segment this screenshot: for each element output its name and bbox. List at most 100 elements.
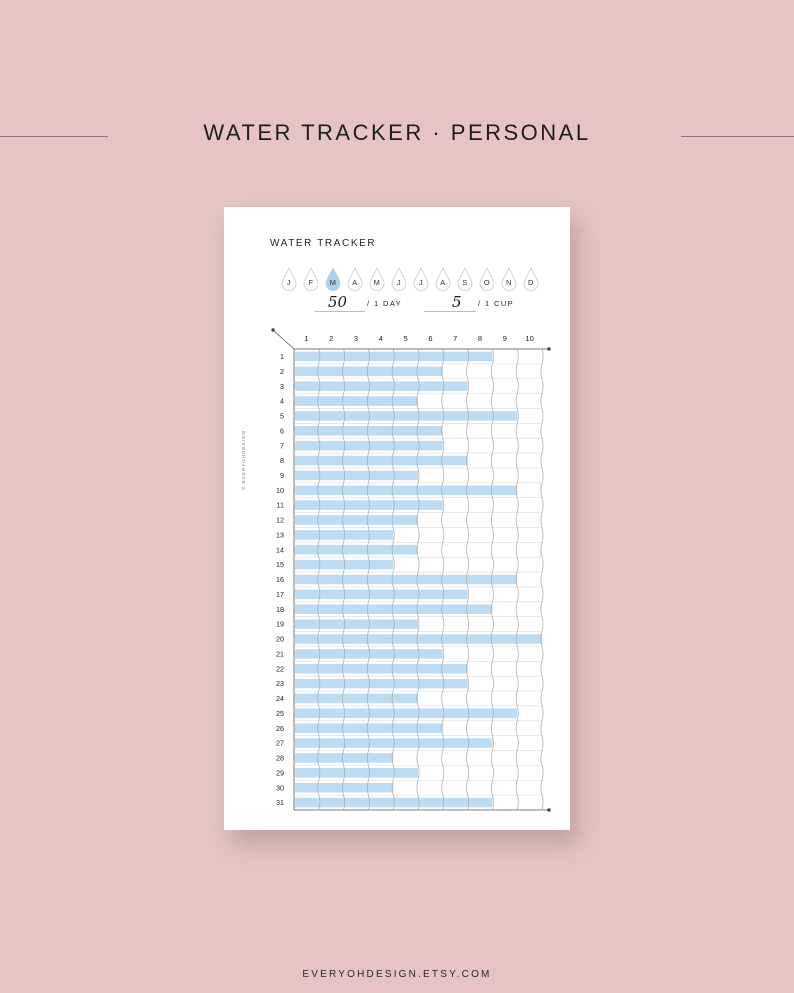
water-drop-icon [523, 267, 539, 291]
month-drop-9[interactable]: S [457, 267, 473, 291]
bar-day-14 [295, 544, 418, 555]
page-title: WATER TRACKER · PERSONAL [203, 120, 591, 145]
day-label: 17 [276, 590, 284, 599]
water-drop-icon [281, 267, 297, 291]
column-label: 3 [354, 334, 358, 343]
day-label: 9 [280, 471, 284, 480]
day-label: 24 [276, 694, 284, 703]
bar-day-22 [295, 663, 468, 674]
water-drop-icon [479, 267, 495, 291]
bar-day-15 [295, 559, 394, 570]
daily-goal-value[interactable]: 50 [328, 293, 348, 311]
month-label: A [440, 278, 446, 287]
day-label: 27 [276, 739, 284, 748]
month-drop-8[interactable]: A [435, 267, 451, 291]
water-drop-icon [325, 267, 341, 291]
day-label: 29 [276, 768, 284, 777]
bar-day-2 [295, 366, 443, 377]
bar-day-10 [295, 485, 518, 496]
day-label: 10 [276, 486, 284, 495]
bar-day-27 [295, 738, 493, 748]
day-label: 11 [277, 501, 284, 510]
cup-size-value[interactable]: 5 [452, 293, 462, 311]
header-rule-left [0, 136, 108, 137]
water-drop-icon [391, 267, 407, 291]
day-label: 7 [280, 441, 284, 450]
column-wave-line [317, 348, 321, 811]
day-label: 31 [276, 798, 284, 807]
month-drop-1[interactable]: J [281, 267, 297, 291]
column-label: 5 [404, 334, 408, 343]
day-label: 6 [280, 426, 284, 435]
column-wave-line [416, 348, 420, 811]
month-drop-10[interactable]: O [479, 267, 495, 291]
month-drop-5[interactable]: M [369, 267, 385, 291]
bar-day-6 [295, 426, 443, 436]
bar-day-16 [295, 574, 518, 585]
month-drop-12[interactable]: D [523, 267, 539, 291]
shop-url: EVERYOHDESIGN.ETSY.COM [302, 969, 492, 980]
month-drop-11[interactable]: N [501, 267, 517, 291]
bar-day-25 [295, 708, 518, 719]
cup-size-underline [424, 311, 476, 312]
bar-day-11 [295, 500, 443, 510]
day-label: 8 [280, 456, 284, 465]
water-drop-icon [347, 267, 363, 291]
month-drop-4[interactable]: A [347, 267, 363, 291]
column-wave-line [391, 348, 395, 811]
top-axis-dot [547, 347, 551, 351]
water-drop-icon [303, 267, 319, 291]
bar-day-12 [295, 515, 418, 525]
month-label: J [286, 278, 292, 287]
bar-day-26 [295, 723, 443, 733]
month-label: F [308, 278, 314, 287]
month-label: J [396, 278, 402, 287]
month-label: M [373, 278, 381, 287]
month-drop-3[interactable]: M [325, 267, 341, 291]
column-label: 10 [525, 334, 533, 343]
bar-day-7 [295, 440, 443, 451]
day-label: 18 [276, 605, 284, 614]
column-wave-line [466, 348, 470, 811]
column-label: 4 [379, 334, 383, 343]
column-label: 6 [428, 334, 432, 343]
month-label: M [329, 278, 337, 287]
month-label: N [506, 278, 512, 287]
day-label: 14 [276, 545, 284, 554]
day-label: 5 [280, 412, 284, 421]
month-drop-2[interactable]: F [303, 267, 319, 291]
column-wave-line [441, 348, 445, 811]
day-label: 20 [276, 635, 284, 644]
month-label: J [418, 278, 424, 287]
bar-day-21 [295, 649, 443, 659]
bar-day-8 [295, 455, 468, 466]
day-label: 1 [280, 352, 284, 361]
day-label: 15 [276, 560, 284, 569]
month-drop-6[interactable]: J [391, 267, 407, 291]
water-drop-icon [457, 267, 473, 291]
month-drop-7[interactable]: J [413, 267, 429, 291]
bar-day-24 [295, 693, 418, 704]
bottom-axis-dot [547, 808, 551, 812]
corner-diagonal [272, 329, 295, 350]
column-wave-line [342, 348, 346, 811]
day-label: 13 [276, 530, 284, 539]
column-label: 1 [304, 334, 308, 343]
month-label: D [528, 278, 534, 287]
daily-goal-underline [315, 311, 365, 312]
month-label: A [352, 278, 358, 287]
month-label: S [462, 278, 468, 287]
bar-day-29 [295, 768, 418, 778]
bar-day-31 [295, 797, 493, 808]
day-label: 28 [276, 754, 284, 763]
day-label: 25 [276, 709, 284, 718]
bar-day-23 [295, 678, 468, 689]
header-rule-right [681, 136, 794, 137]
bar-day-28 [295, 753, 394, 763]
bar-day-9 [295, 470, 418, 481]
bar-day-19 [295, 619, 418, 629]
water-drop-icon [501, 267, 517, 291]
day-label: 3 [280, 382, 284, 391]
column-label: 2 [329, 334, 333, 343]
